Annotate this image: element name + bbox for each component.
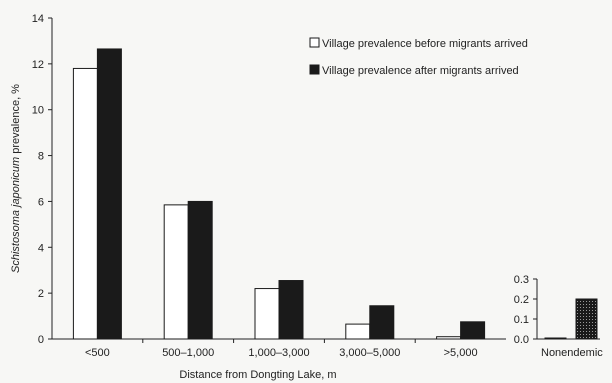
y-tick-label: 6 <box>38 196 44 208</box>
bar-before <box>254 288 280 340</box>
inset-y-tick-label: 0.3 <box>514 274 529 286</box>
bar-before <box>436 336 462 340</box>
bar-after <box>278 280 304 340</box>
bar-before <box>72 67 98 340</box>
x-tick-label: 1,000–3,000 <box>248 347 309 359</box>
x-tick-label: <500 <box>85 347 110 359</box>
x-tick-label: 3,000–5,000 <box>339 347 400 359</box>
chart-legend: Village prevalence before migrants arriv… <box>309 37 528 77</box>
legend-swatch <box>309 64 320 75</box>
inset-bar-before <box>544 337 567 340</box>
inset-y-tick-label: 0.1 <box>514 314 529 326</box>
x-tick-label: 500–1,000 <box>162 347 214 359</box>
y-axis-label-roman: prevalence, % <box>10 84 22 157</box>
bar-after <box>460 321 486 340</box>
bar-before <box>163 204 189 340</box>
y-tick-label: 4 <box>38 242 44 254</box>
main-bar-chart: 0 2 4 6 8 10 12 14 <500 500–1,000 1,000–3,000 3,000… <box>10 13 506 381</box>
y-tick-label: 0 <box>38 334 44 346</box>
nonendemic-inset-chart: 0.0 0.1 0.2 0.3 Nonendemic <box>514 274 604 359</box>
bar-after <box>96 48 122 340</box>
legend-label: Village prevalence before migrants arriv… <box>322 38 528 50</box>
y-tick-label: 8 <box>38 151 44 163</box>
inset-bar-after <box>575 298 598 340</box>
inset-y-tick-label: 0.0 <box>514 334 529 346</box>
legend-swatch <box>309 37 320 48</box>
x-tick-label: >5,000 <box>444 347 478 359</box>
inset-x-tick-label: Nonendemic <box>541 347 603 359</box>
y-tick-label: 12 <box>32 59 44 71</box>
y-axis-label-italic: Schistosoma japonicum <box>10 157 22 273</box>
legend-label: Village prevalence after migrants arrive… <box>322 65 519 77</box>
bar-after <box>369 305 395 340</box>
y-tick-label: 2 <box>38 288 44 300</box>
x-axis-label: Distance from Dongting Lake, m <box>179 369 336 381</box>
y-tick-label: 10 <box>32 105 44 117</box>
y-tick-label: 14 <box>32 13 44 25</box>
inset-y-tick-label: 0.2 <box>514 294 529 306</box>
bar-before <box>345 323 371 340</box>
y-axis-label: Schistosoma japonicum prevalence, % <box>10 84 22 273</box>
bar-after <box>187 200 213 340</box>
